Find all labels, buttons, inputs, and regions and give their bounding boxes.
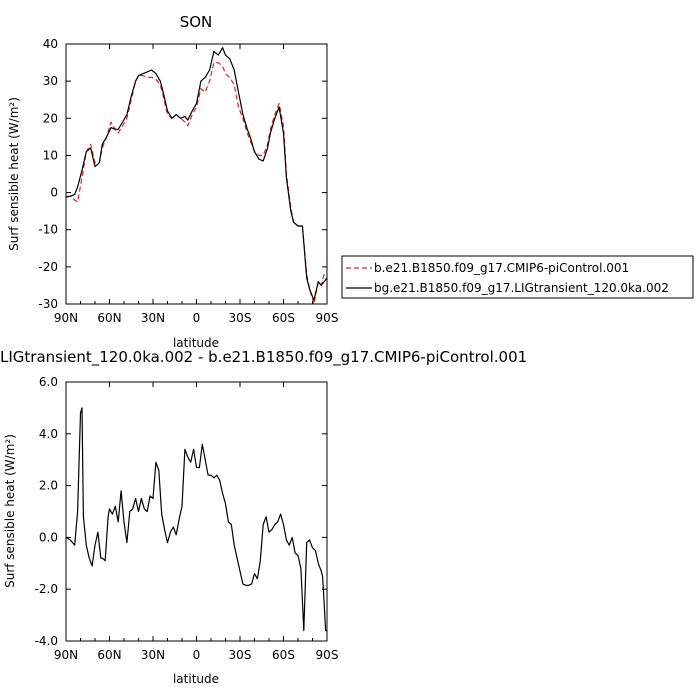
top-ytick-label: -20 <box>38 260 58 274</box>
top-chart-xlabel: latitude <box>173 336 219 350</box>
bottom-chart-xlabel: latitude <box>173 672 219 686</box>
top-chart-plot-area: 90N 60N 30N 0 30S 60S 90S -30 -20 -10 0 10 20 30 40 <box>38 37 338 325</box>
top-xtick-label: 90N <box>54 311 78 325</box>
bottom-chart-ylabel: Surf sensible heat (W/m²) <box>3 434 17 588</box>
bottom-ytick-label: -4.0 <box>35 634 58 648</box>
bottom-chart: LIGtransient_120.0ka.002 - b.e21.B1850.f… <box>0 348 527 686</box>
bottom-ytick-label: 0.0 <box>39 530 58 544</box>
bottom-series-line-0 <box>65 407 327 632</box>
top-ytick-label: 40 <box>43 37 58 51</box>
top-ytick-label: -10 <box>38 223 58 237</box>
bottom-xtick-label: 60S <box>272 648 295 662</box>
top-series-line-0 <box>66 62 328 305</box>
bottom-chart-frame <box>65 381 328 642</box>
top-ytick-label: 30 <box>43 74 58 88</box>
top-chart-title: SON <box>180 13 213 31</box>
bottom-ytick-label: 6.0 <box>39 375 58 389</box>
top-chart-ylabel: Surf sensible heat (W/m²) <box>7 97 21 251</box>
bottom-xtick-label: 90N <box>54 648 78 662</box>
bottom-xtick-label: 90S <box>316 648 339 662</box>
top-ytick-label: 0 <box>50 186 58 200</box>
bottom-chart-title: LIGtransient_120.0ka.002 - b.e21.B1850.f… <box>0 348 527 367</box>
bottom-xtick-label: 0 <box>193 648 201 662</box>
bottom-ytick-label: 4.0 <box>39 427 58 441</box>
top-ytick-label: -30 <box>38 297 58 311</box>
top-xtick-label: 30S <box>229 311 252 325</box>
legend-label-transient: bg.e21.B1850.f09_g17.LIGtransient_120.0k… <box>374 281 669 295</box>
top-xtick-label: 60S <box>272 311 295 325</box>
bottom-xtick-label: 30S <box>229 648 252 662</box>
bottom-xtick-label: 60N <box>97 648 121 662</box>
bottom-ytick-label: 2.0 <box>39 479 58 493</box>
top-ytick-label: 10 <box>43 148 58 162</box>
top-chart: SON 90N 60N 30N 0 30S 60S 90S -30 -20 -10 0 10 20 30 4… <box>7 13 338 350</box>
bottom-ytick-label: -2.0 <box>35 582 58 596</box>
top-xtick-label: 60N <box>97 311 121 325</box>
top-ytick-label: 20 <box>43 111 58 125</box>
top-xtick-label: 30N <box>141 311 165 325</box>
top-xtick-label: 0 <box>193 311 201 325</box>
top-xtick-label: 90S <box>316 311 339 325</box>
top-chart-frame <box>65 43 328 305</box>
top-series-line-1 <box>65 47 328 301</box>
legend-label-control: b.e21.B1850.f09_g17.CMIP6-piControl.001 <box>374 261 629 275</box>
legend-box <box>341 255 694 299</box>
bottom-chart-plot-area: 90N 60N 30N 0 30S 60S 90S -4.0 -2.0 0.0 2.0 4.0 6.0 <box>35 375 339 662</box>
legend: b.e21.B1850.f09_g17.CMIP6-piControl.001 … <box>341 255 694 299</box>
bottom-xtick-label: 30N <box>141 648 165 662</box>
